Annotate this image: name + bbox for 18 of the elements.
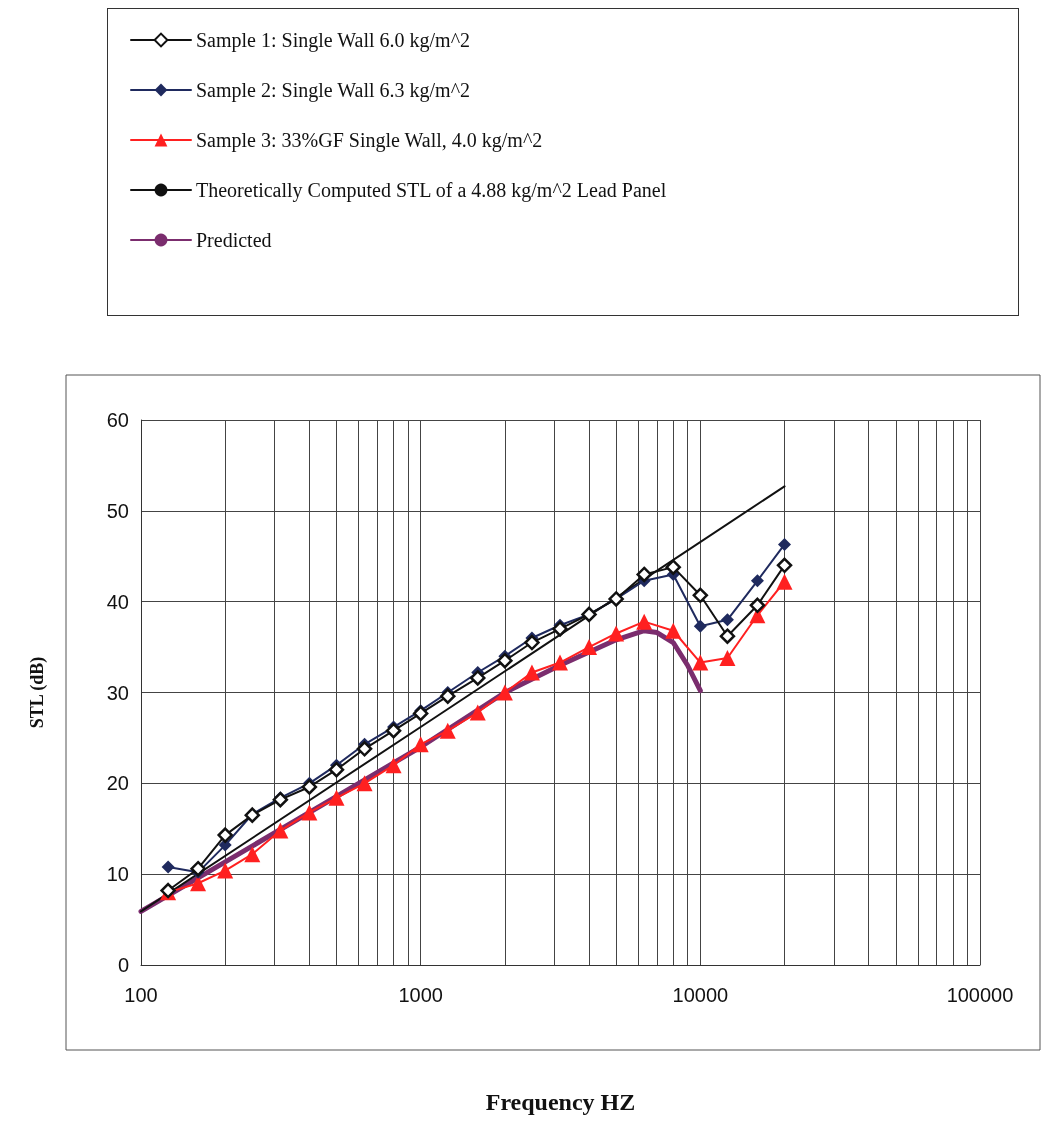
y-tick-label: 20	[106, 772, 129, 795]
y-tick-label: 50	[106, 499, 129, 522]
y-tick-label: 10	[106, 863, 129, 886]
y-tick-label: 30	[106, 681, 129, 704]
y-tick-label: 60	[106, 409, 129, 431]
legend-label: Sample 3: 33%GF Single Wall, 4.0 kg/m^2	[196, 129, 543, 152]
x-tick-label: 100	[124, 984, 158, 1006]
legend-label: Sample 1: Single Wall 6.0 kg/m^2	[196, 29, 471, 52]
x-tick-label: 100000	[946, 984, 1014, 1006]
x-axis-title: Frequency HZ	[485, 1089, 636, 1115]
x-tick-label: 1000	[398, 984, 443, 1006]
x-tick-label: 10000	[672, 984, 729, 1006]
legend-label: Predicted	[196, 229, 272, 251]
y-axis-title: STL (dB)	[27, 656, 48, 729]
legend-label: Sample 2: Single Wall 6.3 kg/m^2	[196, 79, 471, 102]
y-tick-label: 40	[106, 590, 129, 613]
legend-label: Theoretically Computed STL of a 4.88 kg/m^2 Lead Panel	[196, 179, 667, 202]
y-tick-label: 0	[117, 954, 129, 976]
